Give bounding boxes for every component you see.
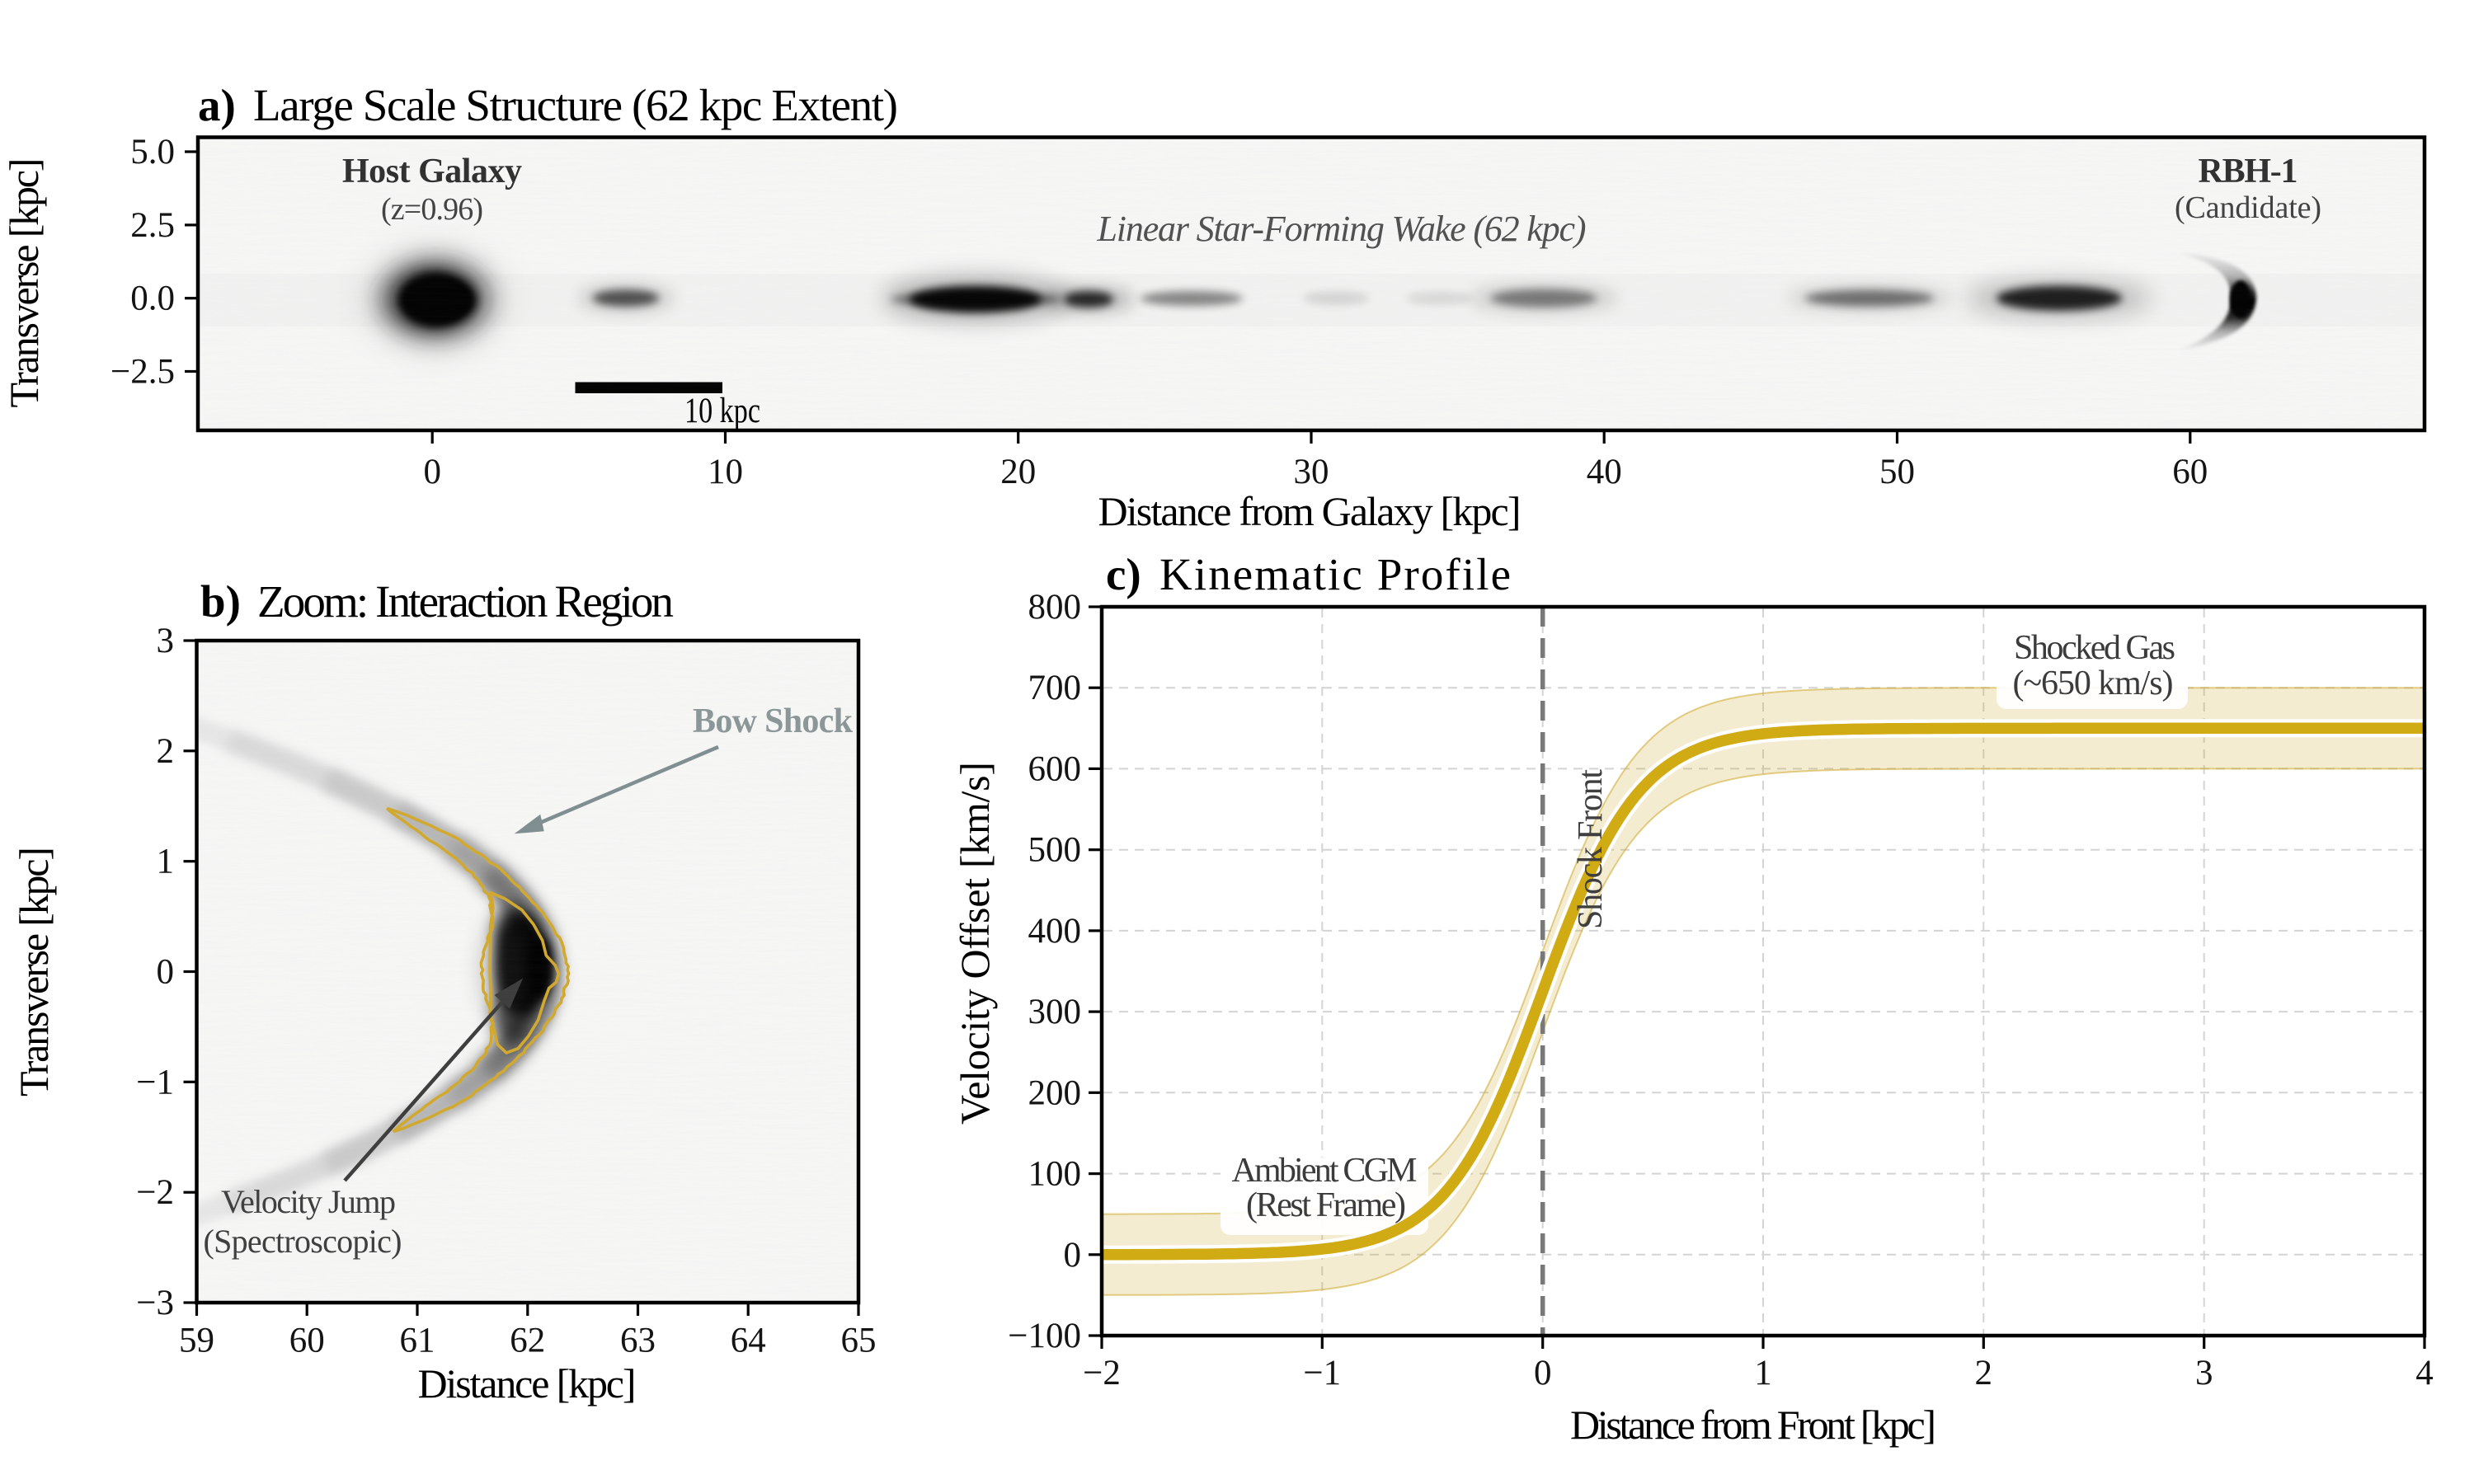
svg-text:Large Scale Structure (62 kpc: Large Scale Structure (62 kpc Extent) [253, 80, 898, 130]
svg-text:3: 3 [2195, 1354, 2213, 1392]
svg-text:65: 65 [841, 1322, 877, 1360]
svg-text:400: 400 [1028, 912, 1082, 951]
svg-text:40: 40 [1587, 453, 1622, 491]
svg-text:Linear Star-Forming Wake (62 k: Linear Star-Forming Wake (62 kpc) [1097, 209, 1587, 249]
svg-text:Velocity Jump: Velocity Jump [221, 1183, 396, 1220]
svg-text:Host Galaxy: Host Galaxy [342, 153, 522, 190]
svg-text:Shock Front: Shock Front [1572, 769, 1610, 929]
svg-text:−2: −2 [1083, 1354, 1121, 1392]
svg-text:(Candidate): (Candidate) [2175, 190, 2321, 225]
svg-text:2: 2 [1975, 1354, 1993, 1392]
svg-text:(Spectroscopic): (Spectroscopic) [204, 1223, 402, 1260]
svg-text:50: 50 [1879, 453, 1915, 491]
svg-text:3: 3 [157, 622, 175, 660]
svg-text:100: 100 [1028, 1155, 1082, 1194]
svg-text:10 kpc: 10 kpc [684, 392, 760, 430]
svg-text:Distance from Front [kpc]: Distance from Front [kpc] [1570, 1402, 1936, 1448]
svg-text:Velocity Offset [km/s]: Velocity Offset [km/s] [952, 762, 998, 1125]
svg-text:Ambient CGM: Ambient CGM [1232, 1152, 1418, 1190]
svg-text:Distance from Galaxy [kpc]: Distance from Galaxy [kpc] [1098, 488, 1522, 534]
svg-text:64: 64 [731, 1322, 766, 1360]
svg-text:4: 4 [2415, 1354, 2434, 1392]
svg-text:5.0: 5.0 [130, 133, 175, 171]
svg-text:20: 20 [1000, 453, 1036, 491]
svg-text:Zoom: Interaction Region: Zoom: Interaction Region [257, 576, 674, 627]
svg-text:c): c) [1106, 549, 1141, 599]
svg-text:−1: −1 [1303, 1354, 1341, 1392]
svg-text:Distance [kpc]: Distance [kpc] [418, 1360, 637, 1407]
svg-text:30: 30 [1294, 453, 1329, 491]
svg-text:RBH-1: RBH-1 [2199, 153, 2298, 190]
svg-text:10: 10 [708, 453, 743, 491]
svg-text:61: 61 [400, 1322, 435, 1360]
svg-text:−3: −3 [136, 1284, 174, 1322]
svg-text:0: 0 [157, 953, 175, 992]
svg-text:Kinematic Profile: Kinematic Profile [1159, 549, 1511, 599]
svg-text:−1: −1 [136, 1063, 174, 1101]
svg-text:60: 60 [289, 1322, 325, 1360]
svg-text:−2.5: −2.5 [111, 353, 175, 392]
svg-text:600: 600 [1028, 749, 1082, 788]
svg-text:(Rest Frame): (Rest Frame) [1246, 1186, 1406, 1224]
svg-text:1: 1 [157, 843, 175, 881]
svg-text:Transverse [kpc]: Transverse [kpc] [11, 847, 57, 1097]
svg-text:(z=0.96): (z=0.96) [381, 192, 483, 227]
svg-text:500: 500 [1028, 831, 1082, 870]
svg-text:2.5: 2.5 [130, 206, 175, 245]
svg-text:Bow Shock: Bow Shock [693, 702, 854, 740]
svg-text:59: 59 [179, 1322, 214, 1360]
svg-text:700: 700 [1028, 669, 1082, 707]
svg-text:b): b) [200, 576, 241, 627]
svg-text:Transverse [kpc]: Transverse [kpc] [1, 158, 47, 408]
svg-text:63: 63 [620, 1322, 656, 1360]
svg-text:200: 200 [1028, 1073, 1082, 1112]
svg-text:a): a) [198, 80, 236, 130]
svg-text:−2: −2 [136, 1173, 174, 1212]
svg-text:800: 800 [1028, 588, 1082, 627]
svg-text:0.0: 0.0 [130, 279, 175, 318]
svg-text:−100: −100 [1008, 1317, 1081, 1355]
svg-text:2: 2 [157, 732, 175, 771]
svg-text:0: 0 [1534, 1354, 1552, 1392]
svg-text:300: 300 [1028, 993, 1082, 1031]
svg-text:60: 60 [2172, 453, 2208, 491]
svg-text:0: 0 [423, 453, 441, 491]
svg-text:Shocked Gas: Shocked Gas [2014, 629, 2175, 667]
svg-text:1: 1 [1754, 1354, 1772, 1392]
svg-text:62: 62 [510, 1322, 545, 1360]
svg-text:(~650 km/s): (~650 km/s) [2013, 665, 2174, 702]
svg-text:0: 0 [1064, 1236, 1082, 1275]
